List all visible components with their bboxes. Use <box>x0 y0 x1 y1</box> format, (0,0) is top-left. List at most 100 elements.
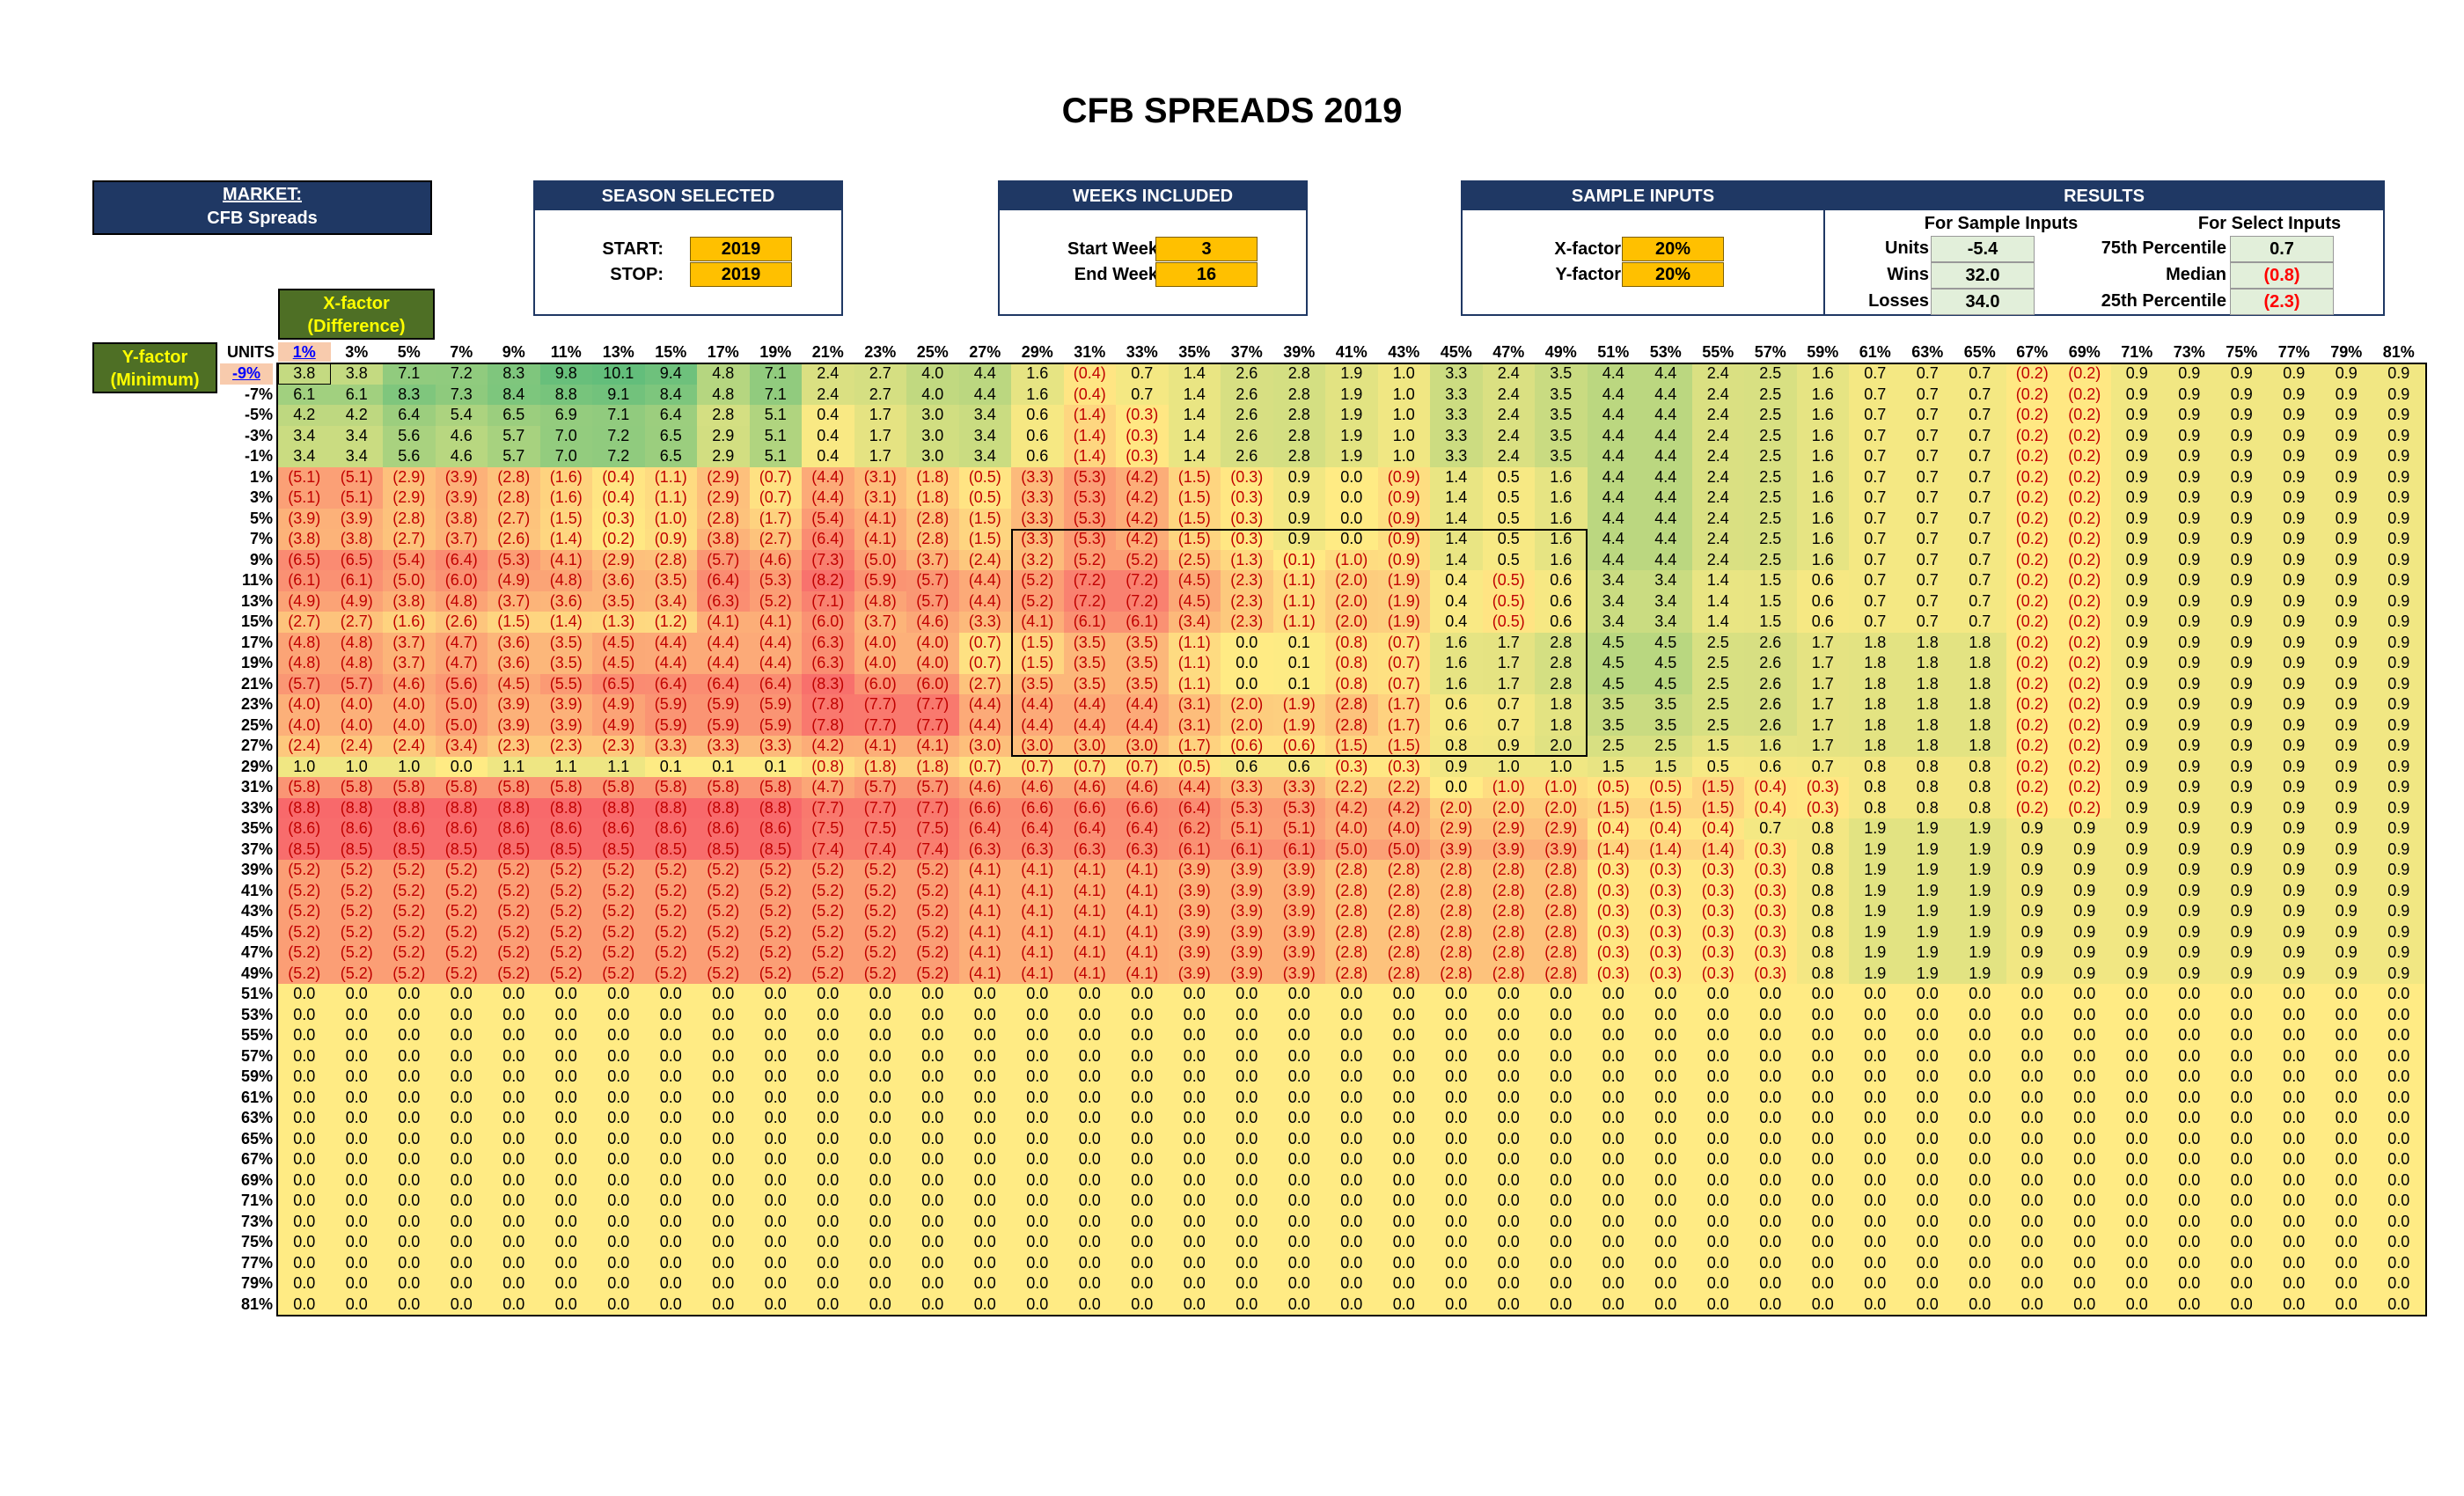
grid-cell[interactable]: 0.0 <box>1221 984 1273 1005</box>
grid-cell[interactable]: 0.9 <box>2215 860 2268 881</box>
grid-cell[interactable]: 0.7 <box>1116 384 1169 405</box>
grid-cell[interactable]: (5.2) <box>435 942 488 964</box>
grid-cell[interactable]: (6.3) <box>958 839 1011 860</box>
grid-cell[interactable]: 0.0 <box>1482 984 1535 1005</box>
grid-cell[interactable]: 0.9 <box>2320 529 2372 550</box>
grid-cell[interactable]: 0.0 <box>1063 1149 1116 1170</box>
grid-cell[interactable]: 0.9 <box>2163 839 2216 860</box>
grid-cell[interactable]: (2.8) <box>1482 942 1535 964</box>
grid-cell[interactable]: (4.2) <box>1116 466 1169 488</box>
grid-cell[interactable]: 0.0 <box>1639 1252 1692 1273</box>
grid-cell[interactable]: (3.9) <box>278 508 331 529</box>
grid-cell[interactable]: 0.0 <box>749 1087 802 1108</box>
grid-cell[interactable]: (2.8) <box>1482 901 1535 922</box>
grid-cell[interactable]: 0.0 <box>958 984 1011 1005</box>
grid-cell[interactable]: 0.0 <box>2110 1025 2163 1046</box>
grid-cell[interactable]: 0.0 <box>2320 1067 2372 1088</box>
grid-cell[interactable]: (7.3) <box>802 549 854 570</box>
grid-cell[interactable]: (5.2) <box>854 942 906 964</box>
grid-cell[interactable]: (0.3) <box>1116 446 1169 467</box>
grid-cell[interactable]: 1.7 <box>854 446 906 467</box>
grid-cell[interactable]: 0.0 <box>2372 1252 2425 1273</box>
grid-cell[interactable]: 0.7 <box>1849 363 1902 385</box>
grid-cell[interactable]: (3.7) <box>383 653 436 674</box>
grid-cell[interactable]: (3.9) <box>435 466 488 488</box>
grid-cell[interactable]: (5.1) <box>1272 818 1325 840</box>
grid-cell[interactable]: 0.0 <box>2163 1108 2216 1129</box>
grid-cell[interactable]: (2.9) <box>592 549 645 570</box>
grid-cell[interactable]: 1.0 <box>278 756 331 777</box>
grid-cell[interactable]: (0.5) <box>1482 570 1535 591</box>
grid-cell[interactable]: 0.9 <box>2268 653 2321 674</box>
grid-cell[interactable]: (1.0) <box>1325 549 1378 570</box>
grid-cell[interactable]: (4.1) <box>1063 921 1116 942</box>
grid-cell[interactable]: (2.3) <box>1221 612 1273 633</box>
grid-cell[interactable]: (1.1) <box>644 466 697 488</box>
grid-cell[interactable]: 0.0 <box>2320 1025 2372 1046</box>
grid-cell[interactable]: (5.6) <box>435 673 488 694</box>
grid-cell[interactable]: 0.0 <box>1116 1067 1169 1088</box>
grid-cell[interactable]: 0.0 <box>1168 1149 1221 1170</box>
grid-cell[interactable]: (4.2) <box>1116 488 1169 509</box>
grid-cell[interactable]: 0.0 <box>2006 1294 2058 1315</box>
grid-cell[interactable]: 0.9 <box>2320 425 2372 446</box>
grid-cell[interactable]: (6.2) <box>1168 818 1221 840</box>
grid-cell[interactable]: (5.2) <box>592 942 645 964</box>
grid-cell[interactable]: (8.8) <box>383 797 436 818</box>
grid-cell[interactable]: (4.1) <box>958 942 1011 964</box>
grid-cell[interactable]: (0.3) <box>1744 942 1797 964</box>
grid-cell[interactable]: 0.9 <box>2110 777 2163 798</box>
grid-cell[interactable]: (0.4) <box>1691 818 1744 840</box>
grid-cell[interactable]: (8.6) <box>278 818 331 840</box>
grid-cell[interactable]: 0.9 <box>2163 363 2216 385</box>
grid-cell[interactable]: (2.8) <box>1482 880 1535 901</box>
grid-cell[interactable]: (7.4) <box>854 839 906 860</box>
grid-cell[interactable]: 0.0 <box>1221 1273 1273 1294</box>
grid-cell[interactable]: 0.0 <box>1221 1108 1273 1129</box>
grid-cell[interactable]: (4.1) <box>1011 860 1064 881</box>
grid-cell[interactable]: 0.0 <box>1430 1004 1483 1025</box>
grid-cell[interactable]: 0.7 <box>1116 363 1169 385</box>
grid-cell[interactable]: (5.2) <box>1011 570 1064 591</box>
grid-cell[interactable]: (1.4) <box>1063 446 1116 467</box>
grid-cell[interactable]: 0.0 <box>802 1149 854 1170</box>
grid-cell[interactable]: 0.9 <box>2268 818 2321 840</box>
grid-cell[interactable]: 0.0 <box>1639 1273 1692 1294</box>
grid-cell[interactable]: 1.9 <box>1954 921 2006 942</box>
grid-cell[interactable]: 0.9 <box>2320 363 2372 385</box>
grid-cell[interactable]: (3.9) <box>435 488 488 509</box>
grid-cell[interactable]: 0.0 <box>1221 1087 1273 1108</box>
grid-cell[interactable]: 0.0 <box>1796 1252 1849 1273</box>
grid-cell[interactable]: (5.1) <box>278 488 331 509</box>
grid-cell[interactable]: 0.0 <box>2006 1252 2058 1273</box>
grid-cell[interactable]: 0.0 <box>1796 1108 1849 1129</box>
grid-cell[interactable]: (0.3) <box>1691 963 1744 984</box>
grid-cell[interactable]: (4.8) <box>330 632 383 653</box>
grid-cell[interactable]: (1.1) <box>1272 612 1325 633</box>
grid-cell[interactable]: (3.6) <box>539 590 592 612</box>
grid-cell[interactable]: (4.4) <box>644 632 697 653</box>
grid-cell[interactable]: (1.7) <box>1377 715 1430 736</box>
grid-cell[interactable]: (2.7) <box>330 612 383 633</box>
grid-cell[interactable]: 0.9 <box>2215 446 2268 467</box>
grid-cell[interactable]: 0.7 <box>1901 590 1954 612</box>
grid-cell[interactable]: (0.8) <box>1325 632 1378 653</box>
grid-cell[interactable]: 1.8 <box>1954 653 2006 674</box>
grid-cell[interactable]: 0.0 <box>1168 1170 1221 1191</box>
grid-cell[interactable]: (5.2) <box>749 921 802 942</box>
grid-cell[interactable]: 0.0 <box>2110 1211 2163 1232</box>
grid-cell[interactable]: 0.0 <box>1325 488 1378 509</box>
grid-cell[interactable]: (0.2) <box>2058 549 2111 570</box>
grid-cell[interactable]: (0.4) <box>592 466 645 488</box>
grid-cell[interactable]: (0.2) <box>2006 777 2058 798</box>
grid-cell[interactable]: 0.0 <box>1168 1128 1221 1149</box>
grid-cell[interactable]: (0.5) <box>1482 590 1535 612</box>
grid-cell[interactable]: 3.5 <box>1535 405 1588 426</box>
grid-cell[interactable]: 0.0 <box>435 1087 488 1108</box>
grid-cell[interactable]: 4.5 <box>1639 653 1692 674</box>
grid-cell[interactable]: 0.9 <box>1272 466 1325 488</box>
grid-cell[interactable]: (5.2) <box>802 901 854 922</box>
grid-cell[interactable]: 0.0 <box>1744 1087 1797 1108</box>
grid-cell[interactable]: (4.1) <box>958 921 1011 942</box>
grid-cell[interactable]: 0.0 <box>1691 1211 1744 1232</box>
